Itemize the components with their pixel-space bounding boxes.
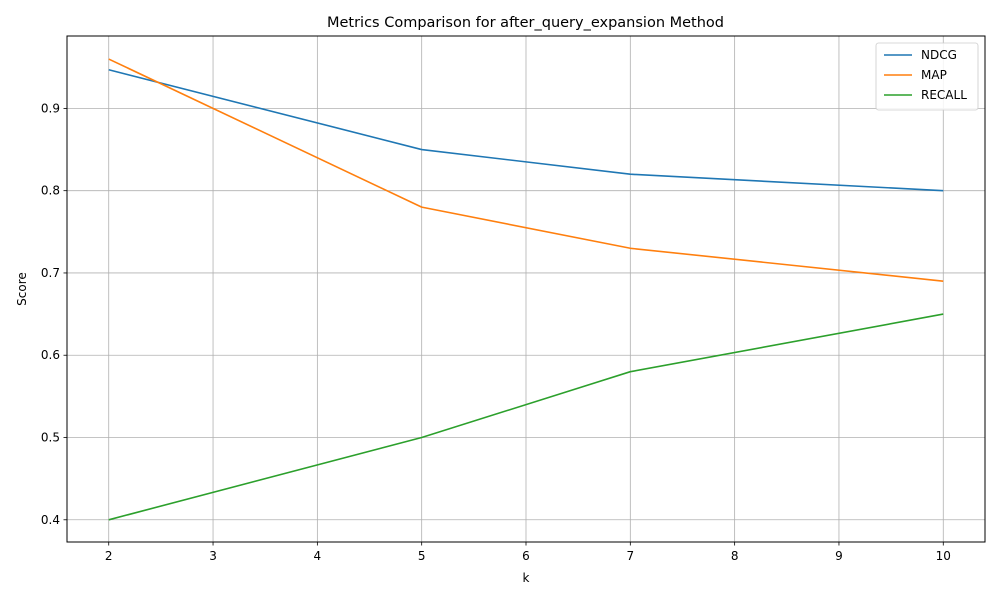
legend-box: [875, 42, 979, 111]
y-tick-label: 0.5: [41, 431, 60, 445]
y-axis: 0.4 0.5 0.6 0.7 0.8 0.9: [41, 101, 67, 527]
x-tick-label: 3: [209, 549, 217, 563]
series-line-map: [108, 58, 944, 282]
legend-label-recall: RECALL: [921, 88, 967, 102]
x-axis: 2 3 4 5 6 7 8 9 10: [105, 542, 951, 563]
x-tick-label: 9: [835, 549, 843, 563]
y-tick-label: 0.6: [41, 348, 60, 362]
y-tick-label: 0.8: [41, 184, 60, 198]
x-tick-label: 2: [105, 549, 113, 563]
grid: [67, 36, 985, 542]
series-line-recall: [108, 313, 944, 521]
x-tick-label: 6: [522, 549, 530, 563]
x-tick-label: 8: [731, 549, 739, 563]
legend-label-map: MAP: [921, 68, 947, 82]
y-axis-label: Score: [15, 272, 29, 306]
y-tick-label: 0.9: [41, 101, 60, 115]
x-tick-label: 7: [626, 549, 634, 563]
series-line-ndcg: [108, 68, 944, 192]
legend: NDCG MAP RECALL: [875, 42, 979, 111]
chart-title: Metrics Comparison for after_query_expan…: [327, 15, 724, 31]
x-tick-label: 10: [936, 549, 951, 563]
legend-label-ndcg: NDCG: [921, 48, 957, 62]
series-lines: [108, 58, 944, 521]
x-tick-label: 4: [314, 549, 322, 563]
x-axis-label: k: [523, 571, 530, 585]
y-tick-label: 0.4: [41, 513, 60, 527]
y-tick-label: 0.7: [41, 266, 60, 280]
x-tick-label: 5: [418, 549, 426, 563]
